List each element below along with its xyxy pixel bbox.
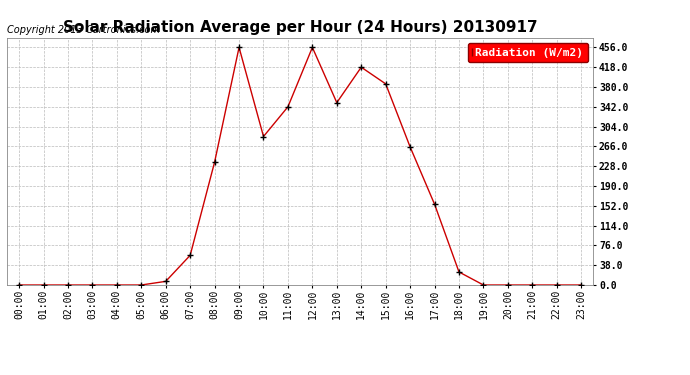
- Title: Solar Radiation Average per Hour (24 Hours) 20130917: Solar Radiation Average per Hour (24 Hou…: [63, 20, 538, 35]
- Legend: Radiation (W/m2): Radiation (W/m2): [468, 43, 588, 62]
- Text: Copyright 2013 Cartronics.com: Copyright 2013 Cartronics.com: [7, 25, 160, 35]
